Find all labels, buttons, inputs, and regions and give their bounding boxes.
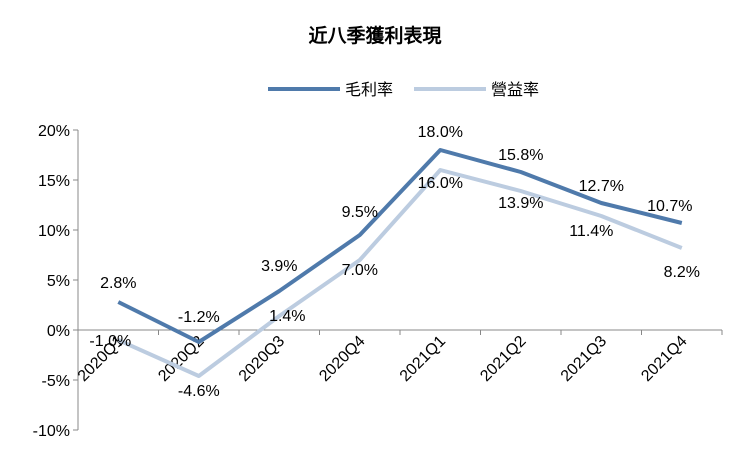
data-label-gross-margin: 18.0% xyxy=(418,124,463,141)
data-label-operating-margin: -1.0% xyxy=(89,333,131,350)
data-label-gross-margin: 15.8% xyxy=(498,147,543,164)
series-group xyxy=(117,148,683,378)
series-line-operating-margin xyxy=(117,168,683,378)
legend: 毛利率 營益率 xyxy=(268,80,539,99)
x-tick-label: 2020Q4 xyxy=(316,333,368,385)
data-label-operating-margin: 1.4% xyxy=(269,308,305,325)
chart-title: 近八季獲利表現 xyxy=(308,24,441,47)
y-tick-label: -10% xyxy=(33,423,70,440)
data-label-gross-margin: 12.7% xyxy=(579,178,624,195)
x-tick-label: 2021Q1 xyxy=(397,333,449,385)
data-label-operating-margin: 8.2% xyxy=(664,264,700,281)
data-label-gross-margin: 2.8% xyxy=(100,275,136,292)
x-tick-label: 2021Q4 xyxy=(638,333,690,385)
y-ticks: -10% -5% 0% 5% 10% 15% 20% xyxy=(33,123,78,440)
data-label-operating-margin: -4.6% xyxy=(178,383,220,400)
legend-label-operating-margin: 營益率 xyxy=(491,80,539,99)
data-label-gross-margin: 10.7% xyxy=(647,198,692,215)
x-tick-label: 2021Q3 xyxy=(558,333,610,385)
data-label-gross-margin: -1.2% xyxy=(178,309,220,326)
data-label-operating-margin: 11.4% xyxy=(569,223,613,240)
y-tick-label: 0% xyxy=(47,323,70,340)
data-label-operating-margin: 7.0% xyxy=(342,262,378,279)
y-tick-label: 20% xyxy=(38,123,70,140)
y-tick-label: -5% xyxy=(42,373,70,390)
data-label-gross-margin: 9.5% xyxy=(342,204,378,221)
data-label-operating-margin: 16.0% xyxy=(418,175,463,192)
y-tick-label: 10% xyxy=(38,223,70,240)
data-labels: 2.8% -1.2% 3.9% 9.5% 18.0% 15.8% 12.7% 10.7% -1.… xyxy=(89,124,700,400)
legend-label-gross-margin: 毛利率 xyxy=(345,80,393,99)
y-tick-label: 15% xyxy=(38,173,70,190)
series-line-gross-margin xyxy=(117,148,683,344)
x-tick-label: 2021Q2 xyxy=(477,333,529,385)
y-tick-label: 5% xyxy=(47,273,70,290)
data-label-gross-margin: 3.9% xyxy=(261,258,297,275)
x-ticks: 2020Q1 2020Q2 2020Q3 2020Q4 2021Q1 2021Q2 2021… xyxy=(75,330,723,385)
data-label-operating-margin: 13.9% xyxy=(498,195,543,212)
